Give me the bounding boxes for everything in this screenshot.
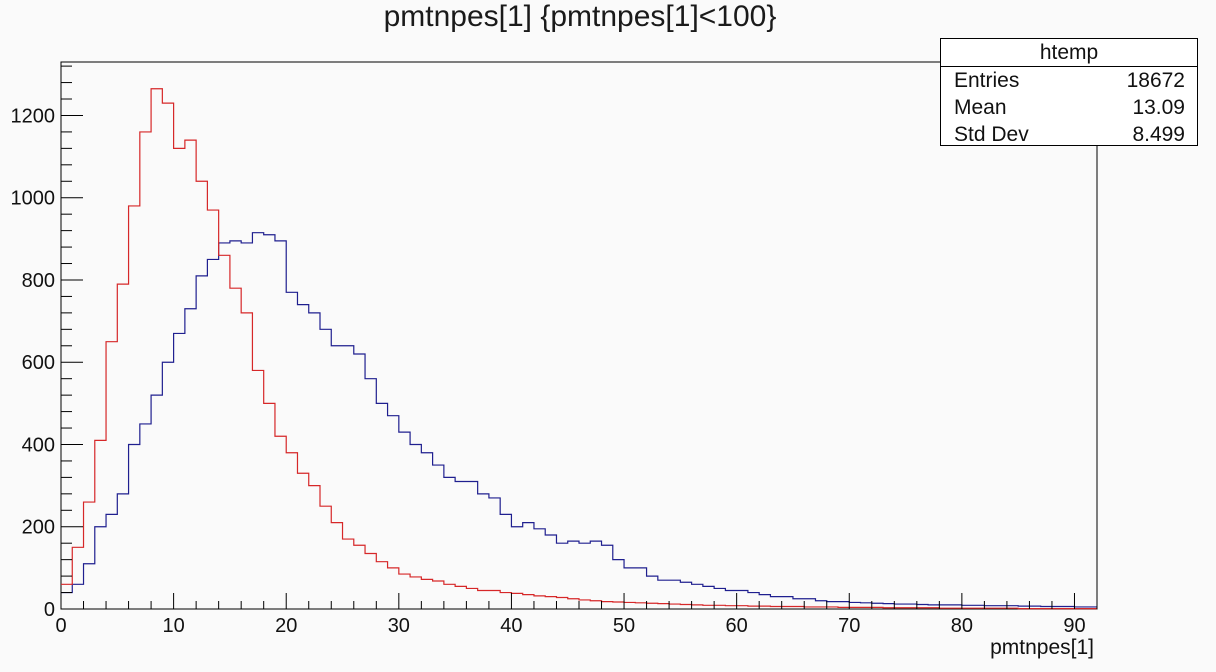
y-tick-label: 800 (22, 270, 55, 292)
x-tick-label: 10 (162, 615, 184, 637)
y-tick-label: 1000 (11, 188, 56, 210)
stats-label: Std Dev (954, 123, 1029, 146)
stats-value: 13.09 (1132, 96, 1185, 119)
stats-row-stddev: Std Dev 8.499 (941, 121, 1197, 148)
y-tick-label: 1200 (11, 105, 56, 127)
x-axis-label: pmtnpes[1] (990, 636, 1094, 659)
y-tick-label: 200 (22, 517, 55, 539)
x-tick-label: 70 (838, 615, 860, 637)
stats-title: htemp (941, 39, 1197, 67)
axes-layer: 0 10 20 30 40 50 60 70 80 90 0 200 400 600 800 1000 1200 (11, 65, 1098, 637)
x-tick-label: 90 (1063, 615, 1085, 637)
y-tick-label: 600 (22, 352, 55, 374)
stats-row-mean: Mean 13.09 (941, 94, 1197, 121)
stats-box: htemp Entries 18672 Mean 13.09 Std Dev 8… (940, 38, 1198, 146)
stats-row-entries: Entries 18672 (941, 67, 1197, 94)
x-tick-label: 0 (55, 615, 66, 637)
y-tick-label: 400 (22, 434, 55, 456)
stats-label: Entries (954, 69, 1020, 92)
series-layer (61, 88, 1097, 610)
series-line-1 (61, 88, 1097, 610)
y-tick-label: 0 (44, 599, 55, 621)
x-tick-label: 20 (275, 615, 297, 637)
stats-value: 8.499 (1132, 123, 1185, 146)
x-tick-label: 50 (613, 615, 635, 637)
stats-label: Mean (954, 96, 1007, 119)
stats-value: 18672 (1126, 69, 1185, 92)
x-tick-label: 60 (726, 615, 748, 637)
chart-title: pmtnpes[1] {pmtnpes[1]<100} (383, 0, 777, 33)
x-tick-label: 30 (388, 615, 410, 637)
x-tick-label: 80 (951, 615, 973, 637)
x-tick-label: 40 (500, 615, 522, 637)
plot-frame (60, 61, 1098, 610)
